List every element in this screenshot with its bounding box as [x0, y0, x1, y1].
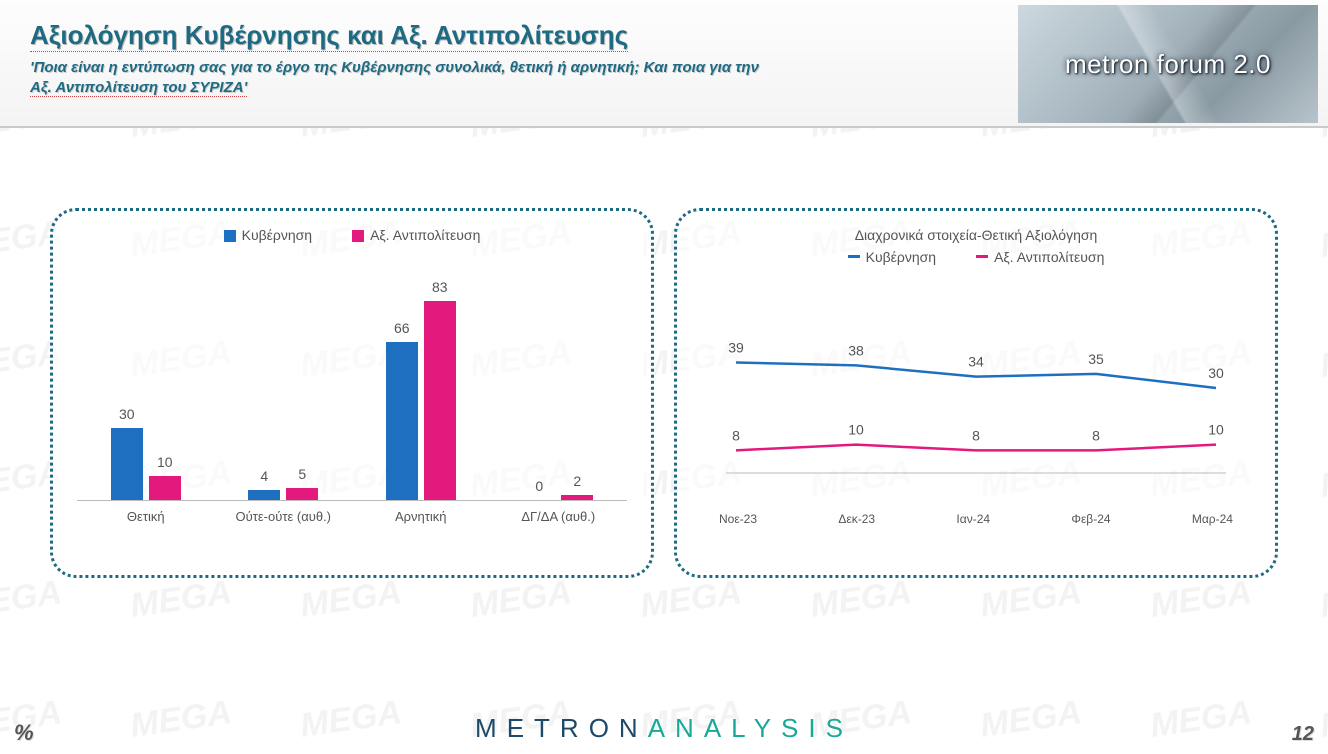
x-label: Νοε-23: [719, 512, 757, 526]
x-label: Θετική: [81, 509, 211, 524]
x-label: ΔΓ/ΔΑ (αυθ.): [493, 509, 623, 524]
bar-value-label: 30: [119, 406, 135, 422]
bar-value-label: 2: [573, 473, 581, 489]
bar-opp: 83: [424, 301, 456, 500]
line-value-label: 8: [972, 427, 980, 443]
footer-brand: METRONANALYSIS: [475, 713, 853, 744]
brand-logo-box: metron forum 2.0: [1018, 5, 1318, 123]
subtitle-line-2: Αξ. Αντιπολίτευση του ΣΥΡΙΖΑ': [30, 79, 247, 97]
x-label: Δεκ-23: [838, 512, 875, 526]
bar-group: 02: [503, 495, 613, 500]
bar-value-label: 83: [432, 279, 448, 295]
line-chart-x-axis: Νοε-23 Δεκ-23 Ιαν-24 Φεβ-24 Μαρ-24: [701, 512, 1251, 526]
line-value-label: 35: [1088, 351, 1104, 367]
header: Αξιολόγηση Κυβέρνησης και Αξ. Αντιπολίτε…: [0, 0, 1328, 128]
line-value-label: 30: [1208, 365, 1224, 381]
bar-value-label: 0: [535, 478, 543, 494]
bar-opp: 2: [561, 495, 593, 500]
bar-gov: 4: [248, 490, 280, 500]
page-subtitle: 'Ποια είναι η εντύπωση σας για το έργο τ…: [30, 58, 988, 99]
header-text: Αξιολόγηση Κυβέρνησης και Αξ. Αντιπολίτε…: [0, 0, 1018, 126]
legend-item-gov: Κυβέρνηση: [224, 227, 312, 243]
x-label: Ούτε-ούτε (αυθ.): [218, 509, 348, 524]
line-value-label: 8: [732, 427, 740, 443]
x-label: Φεβ-24: [1071, 512, 1110, 526]
line-value-label: 10: [848, 422, 864, 438]
bar-chart-plot: 301045668302: [77, 251, 627, 501]
bar-group: 45: [228, 488, 338, 500]
bar-group: 3010: [91, 428, 201, 500]
line-chart-legend: Κυβέρνηση Αξ. Αντιπολίτευση: [701, 249, 1251, 265]
subtitle-line-1: 'Ποια είναι η εντύπωση σας για το έργο τ…: [30, 59, 759, 76]
footer: METRONANALYSIS: [0, 713, 1328, 744]
line-value-label: 38: [848, 342, 864, 358]
bar-gov: 66: [386, 342, 418, 500]
legend-item-opp: Αξ. Αντιπολίτευση: [976, 249, 1104, 265]
charts-row: Κυβέρνηση Αξ. Αντιπολίτευση 301045668302…: [0, 128, 1328, 578]
bar-gov: 30: [111, 428, 143, 500]
bar-value-label: 5: [298, 466, 306, 482]
x-label: Ιαν-24: [956, 512, 990, 526]
percent-symbol: %: [14, 720, 34, 746]
bar-value-label: 4: [260, 468, 268, 484]
bar-group: 6683: [366, 301, 476, 500]
bar-opp: 10: [149, 476, 181, 500]
bar-chart-x-axis: Θετική Ούτε-ούτε (αυθ.) Αρνητική ΔΓ/ΔΑ (αυθ…: [77, 509, 627, 524]
bar-value-label: 66: [394, 320, 410, 336]
footer-brand-a: METRON: [475, 713, 648, 743]
line-chart-plot: 39 38 34 35 30 8 10 8 8 10: [701, 273, 1251, 503]
x-label: Μαρ-24: [1192, 512, 1233, 526]
line-value-label: 10: [1208, 422, 1224, 438]
line-series: [736, 445, 1216, 451]
bar-chart-panel: Κυβέρνηση Αξ. Αντιπολίτευση 301045668302…: [50, 208, 654, 578]
brand-logo-text: metron forum 2.0: [1065, 49, 1271, 80]
bar-value-label: 10: [157, 454, 173, 470]
footer-brand-b: ANALYSIS: [648, 713, 853, 743]
x-label: Αρνητική: [356, 509, 486, 524]
line-chart-panel: Διαχρονικά στοιχεία-Θετική Αξιολόγηση Κυ…: [674, 208, 1278, 578]
bar-chart-legend: Κυβέρνηση Αξ. Αντιπολίτευση: [77, 227, 627, 243]
line-value-label: 8: [1092, 427, 1100, 443]
line-chart-title: Διαχρονικά στοιχεία-Θετική Αξιολόγηση: [701, 227, 1251, 243]
bar-opp: 5: [286, 488, 318, 500]
line-value-label: 34: [968, 354, 984, 370]
page-number: 12: [1292, 723, 1314, 746]
legend-item-opp: Αξ. Αντιπολίτευση: [352, 227, 480, 243]
legend-item-gov: Κυβέρνηση: [848, 249, 936, 265]
line-value-label: 39: [728, 340, 744, 356]
page-title: Αξιολόγηση Κυβέρνησης και Αξ. Αντιπολίτε…: [30, 20, 628, 52]
